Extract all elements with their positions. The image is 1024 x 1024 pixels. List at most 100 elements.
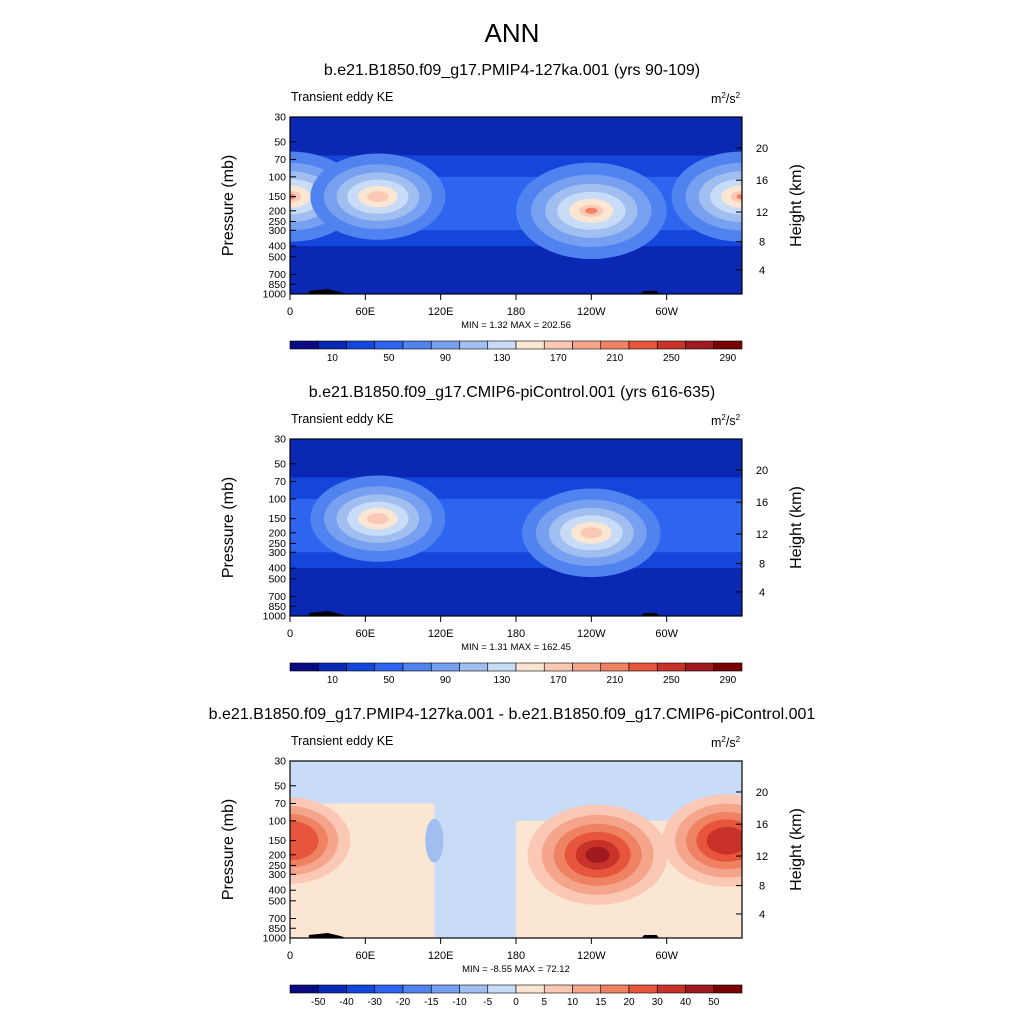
colorbar-label: -10 <box>452 997 467 1008</box>
x-tick-label: 180 <box>507 950 525 962</box>
colorbar-swatch <box>459 984 489 994</box>
colorbar-swatch <box>543 984 573 994</box>
diff-negative-region <box>660 0 674 14</box>
diff-peak-3-level-4 <box>706 826 742 855</box>
colorbar-swatch <box>289 340 319 350</box>
peak-0-level-5 <box>367 513 389 525</box>
colorbar-swatch <box>600 984 630 994</box>
colorbar-swatch <box>487 984 517 994</box>
colorbar-swatch <box>430 984 460 994</box>
y-right-tick-label: 20 <box>756 465 768 477</box>
colorbar-swatch <box>459 662 489 672</box>
y-tick-label: 50 <box>274 780 286 792</box>
y-tick-label: 200 <box>268 849 286 861</box>
plot-0: 3050701001502002503004005007008501000201… <box>220 0 805 365</box>
colorbar-swatch <box>685 984 715 994</box>
colorbar-swatch <box>515 662 545 672</box>
x-tick-label: 120W <box>577 950 606 962</box>
y-tick-label: 1000 <box>263 933 287 945</box>
x-tick-label: 60W <box>655 628 678 640</box>
colorbar-swatch <box>289 984 319 994</box>
colorbar-label: -5 <box>483 997 492 1008</box>
y-right-tick-label: 4 <box>759 909 765 921</box>
y-tick-label: 150 <box>268 191 286 203</box>
peak-2-level-0 <box>657 0 789 42</box>
y-right-tick-label: 20 <box>756 143 768 155</box>
colorbar-label: 50 <box>383 353 395 364</box>
colorbar-swatch <box>572 984 602 994</box>
topography <box>641 613 660 616</box>
x-tick-label: 60E <box>356 950 376 962</box>
y-tick-label: 200 <box>268 527 286 539</box>
x-tick-label: 120E <box>428 306 454 318</box>
colorbar-swatch <box>346 662 376 672</box>
colorbar-swatch <box>430 340 460 350</box>
colorbar-label: 10 <box>327 675 339 686</box>
colorbar-label: 90 <box>440 675 452 686</box>
y-tick-label: 200 <box>268 205 286 217</box>
colorbar-label: 15 <box>595 997 607 1008</box>
colorbar-swatch <box>572 662 602 672</box>
colorbar-swatch <box>628 340 658 350</box>
colorbar-label: 0 <box>513 997 519 1008</box>
peak-2-level-6 <box>585 207 598 214</box>
x-tick-label: 120W <box>577 306 606 318</box>
diff-negative-region <box>425 818 444 863</box>
y-right-tick-label: 12 <box>756 207 768 219</box>
y-tick-label: 100 <box>268 815 286 827</box>
x-tick-label: 60E <box>356 306 376 318</box>
colorbar-swatch <box>402 340 432 350</box>
diff-peak-0-level-3 <box>290 820 319 861</box>
peak-1-level-5 <box>367 191 389 203</box>
colorbar-label: 50 <box>383 675 395 686</box>
colorbar-label: 210 <box>607 675 624 686</box>
peak-2-level-4 <box>704 0 743 11</box>
y-axis-title: Pressure (mb) <box>220 477 237 578</box>
colorbar-swatch <box>656 340 686 350</box>
colorbar-label: -15 <box>424 997 439 1008</box>
colorbar-label: 30 <box>652 997 664 1008</box>
colorbar-swatch <box>515 984 545 994</box>
diff-peak-1-level-0 <box>318 0 426 38</box>
y-tick-label: 100 <box>268 493 286 505</box>
peak-3-level-0 <box>649 0 793 46</box>
colorbar-swatch <box>289 662 319 672</box>
colorbar-label: 210 <box>607 353 624 364</box>
y-tick-label: 400 <box>268 241 286 253</box>
colorbar-label: 10 <box>327 353 339 364</box>
y-tick-label: 850 <box>268 923 286 935</box>
topography <box>308 289 347 294</box>
x-tick-label: 120W <box>577 628 606 640</box>
plot-2: 3050701001502002503004005007008501000201… <box>220 0 805 1009</box>
topography <box>308 933 347 938</box>
peak-2-level-1 <box>670 0 776 32</box>
y-tick-label: 850 <box>268 279 286 291</box>
peak-2-level-2 <box>683 0 764 24</box>
colorbar-swatch <box>543 662 573 672</box>
lower-anomaly <box>469 0 525 18</box>
peak-0-wrap-6 <box>736 193 742 200</box>
stats-label-difference: MIN = -8.55 MAX = 72.12 <box>462 964 570 975</box>
colorbar-label: 40 <box>680 997 692 1008</box>
colorbar-label: 290 <box>720 353 737 364</box>
colorbar-label: 290 <box>720 675 737 686</box>
stats-label-pmip: MIN = 1.32 MAX = 202.56 <box>461 320 571 331</box>
y-tick-label: 30 <box>274 434 286 446</box>
colorbar-label: -30 <box>368 997 383 1008</box>
colorbar-swatch <box>628 662 658 672</box>
lower-anomaly <box>469 0 525 18</box>
y-right-tick-label: 16 <box>756 175 768 187</box>
peak-3-level-5 <box>709 0 732 6</box>
y-axis-title: Pressure (mb) <box>220 799 237 900</box>
colorbar-swatch <box>713 340 743 350</box>
y-tick-label: 70 <box>274 476 286 488</box>
y-tick-label: 700 <box>268 269 286 281</box>
plot-1: 3050701001502002503004005007008501000201… <box>220 0 805 687</box>
y-right-tick-label: 4 <box>759 587 765 599</box>
colorbar-swatch <box>543 340 573 350</box>
colorbar-swatch <box>317 662 347 672</box>
y-tick-label: 150 <box>268 835 286 847</box>
colorbar-swatch <box>656 984 686 994</box>
x-tick-label: 60W <box>655 306 678 318</box>
peak-3-level-1 <box>663 0 778 35</box>
